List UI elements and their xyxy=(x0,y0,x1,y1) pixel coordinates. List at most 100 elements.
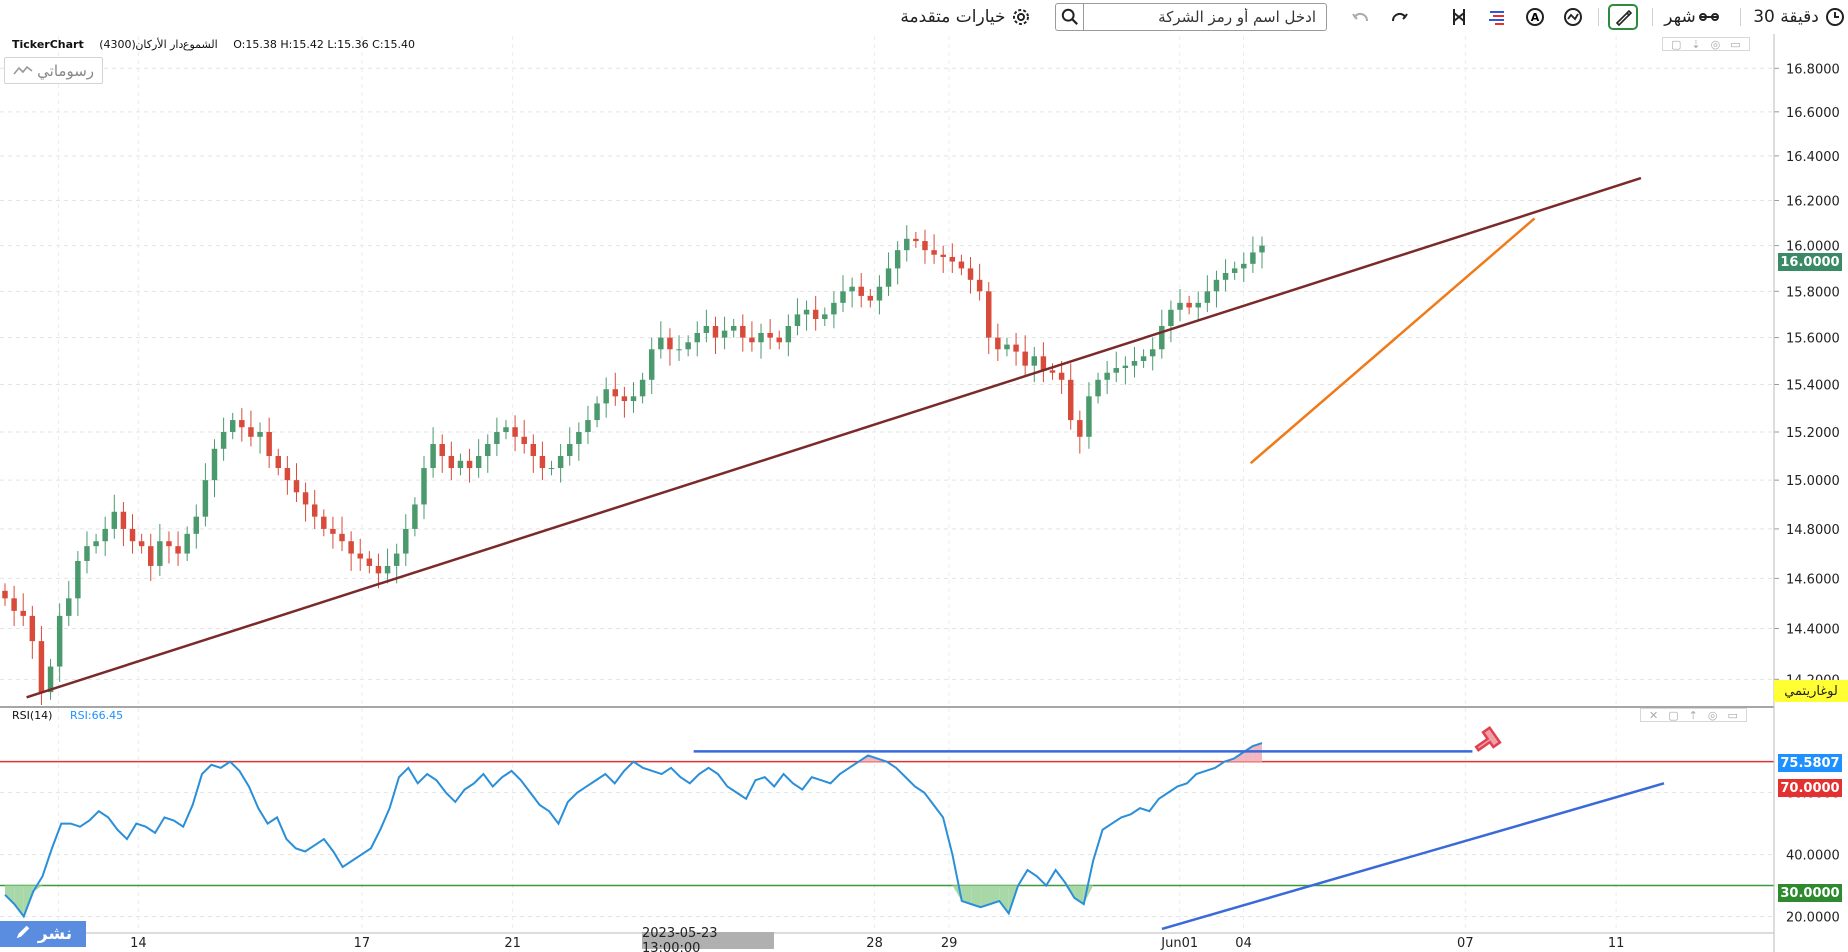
undo-icon[interactable] xyxy=(1348,4,1374,30)
candle-body xyxy=(184,533,190,554)
clock-icon[interactable] xyxy=(1822,4,1848,30)
depth-icon[interactable] xyxy=(1484,4,1510,30)
advanced-options-button[interactable]: خيارات متقدمة xyxy=(900,7,1006,27)
candle-body xyxy=(211,448,218,481)
alerts-icon[interactable]: A xyxy=(1522,4,1548,30)
candle-body xyxy=(995,337,1001,350)
candle-body xyxy=(220,432,227,449)
candle-body xyxy=(667,337,673,350)
candle-body xyxy=(1149,349,1156,357)
candle-body xyxy=(1077,420,1083,437)
candle-body xyxy=(66,598,72,616)
settings-small-icon[interactable]: ◎ xyxy=(1707,708,1718,722)
candle-body xyxy=(676,349,682,351)
redo-icon[interactable] xyxy=(1386,4,1412,30)
candle-body xyxy=(1058,372,1065,380)
candle-body xyxy=(485,443,491,456)
oversold-tag: 30.0000 xyxy=(1778,884,1842,902)
candle-body xyxy=(612,389,619,397)
candle-body xyxy=(494,432,500,444)
candle-body xyxy=(120,511,127,529)
move-up-icon[interactable]: ⇡ xyxy=(1688,708,1698,722)
price-axis-label: 16.8000 xyxy=(1786,62,1840,77)
price-axis-label: 15.8000 xyxy=(1786,285,1840,300)
oversold-fill xyxy=(1074,885,1084,905)
move-down-icon[interactable]: ⇣ xyxy=(1691,37,1701,51)
candle-body xyxy=(621,396,628,402)
time-axis-label: 04 xyxy=(1235,936,1252,951)
settings-small-icon[interactable]: ◎ xyxy=(1710,37,1721,51)
publish-button[interactable]: نشر xyxy=(0,921,86,947)
candle-body xyxy=(384,565,391,574)
publish-label: نشر xyxy=(37,924,73,944)
candle-body xyxy=(421,468,427,505)
candle-body xyxy=(913,238,919,242)
search-icon[interactable] xyxy=(1056,4,1084,30)
my-drawings-button[interactable]: رسوماتي xyxy=(4,57,103,84)
candle-body xyxy=(202,480,209,517)
price-axis-label: 15.2000 xyxy=(1786,426,1840,441)
interval-select[interactable]: 30 دقيقة xyxy=(1753,7,1819,27)
candle-body xyxy=(393,553,400,566)
candle-body xyxy=(712,325,719,338)
candle-body xyxy=(603,389,609,404)
oversold-fill xyxy=(14,885,24,917)
candle-body xyxy=(1195,302,1201,308)
rsi-current-tag: 75.5807 xyxy=(1778,754,1842,772)
candle-body xyxy=(148,546,154,566)
candle-body xyxy=(630,396,637,402)
candle-body xyxy=(849,286,855,292)
candle-body xyxy=(439,443,445,456)
time-axis-label: 21 xyxy=(504,936,521,951)
candle-body xyxy=(812,309,819,320)
candle-body xyxy=(1168,309,1174,326)
time-axis-label: 14 xyxy=(130,936,147,951)
close-icon[interactable]: ✕ xyxy=(1649,708,1659,722)
candle-body xyxy=(257,432,263,437)
rsi-legend-value: RSI:66.45 xyxy=(70,709,123,722)
legend-title: الشموع xyxy=(183,38,218,51)
candle-body xyxy=(758,332,764,343)
candle-body xyxy=(11,598,17,611)
candle-body xyxy=(38,641,45,693)
candle-body xyxy=(986,291,992,338)
candle-body xyxy=(339,533,345,542)
svg-text:A: A xyxy=(1531,11,1540,24)
price-axis-label: 15.0000 xyxy=(1786,474,1840,489)
range-select[interactable]: شهر xyxy=(1664,7,1696,27)
drawing-tools-icon[interactable] xyxy=(1608,4,1638,30)
candle-body xyxy=(967,268,974,280)
indicator-icon[interactable] xyxy=(1560,4,1586,30)
candle-body xyxy=(576,432,582,444)
rsi-pane-controls[interactable]: ✕ ▢ ⇡ ◎ ▭ xyxy=(1640,708,1747,722)
legend-values: O:15.38 H:15.42 L:15.36 C:15.40 xyxy=(233,38,415,51)
range-link-icon[interactable] xyxy=(1696,4,1722,30)
minimize-icon[interactable]: ▭ xyxy=(1730,37,1741,51)
candle-body xyxy=(229,420,236,433)
price-axis-label: 14.6000 xyxy=(1786,572,1840,587)
time-axis-label: Jun01 xyxy=(1160,936,1198,951)
settings-icon[interactable] xyxy=(1008,4,1034,30)
candle-body xyxy=(1241,263,1247,269)
candle-body xyxy=(922,241,928,251)
candle-body xyxy=(2,590,8,599)
minimize-icon[interactable]: ▭ xyxy=(1727,708,1738,722)
candle-body xyxy=(284,468,291,481)
window-icon[interactable]: ▢ xyxy=(1668,708,1679,722)
compare-icon[interactable] xyxy=(1446,4,1472,30)
candle-body xyxy=(457,460,464,469)
price-pane-controls[interactable]: ▢ ⇣ ◎ ▭ xyxy=(1662,37,1750,51)
candle-body xyxy=(138,541,145,547)
candle-body xyxy=(685,342,691,350)
window-icon[interactable]: ▢ xyxy=(1671,37,1682,51)
candle-body xyxy=(894,250,901,269)
crosshair-date-label: 2023-05-23 13:00:00 xyxy=(642,926,774,952)
oversold-fill xyxy=(971,885,981,908)
log-scale-toggle[interactable]: لوغاريتمي xyxy=(1774,680,1848,702)
candle-body xyxy=(1250,252,1256,264)
candle-body xyxy=(1104,372,1110,380)
search-input[interactable] xyxy=(1084,4,1326,30)
candle-body xyxy=(867,295,874,301)
candle-body xyxy=(1067,379,1074,421)
